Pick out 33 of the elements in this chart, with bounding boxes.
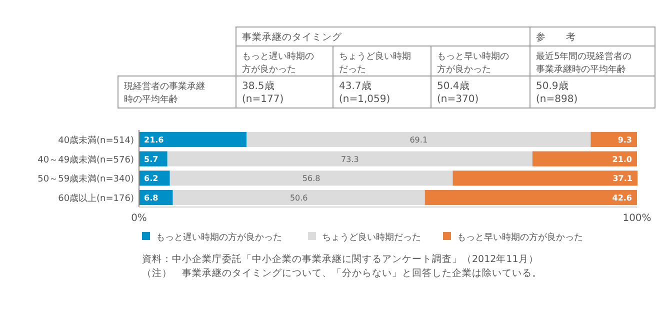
bar bbox=[452, 170, 638, 186]
y-tick-label: 40歳未満(n=514) bbox=[58, 134, 134, 146]
legend-label: ちょうど良い時期だった bbox=[322, 232, 421, 243]
bar bbox=[424, 190, 637, 206]
legend-label: もっと早い時期の方が良かった bbox=[457, 232, 583, 243]
data-label: 21.6 bbox=[144, 135, 164, 144]
x-tick-label: 100% bbox=[622, 213, 652, 224]
y-tick-label: 60歳以上(n=176) bbox=[58, 193, 134, 204]
bar bbox=[139, 132, 247, 148]
data-label: 73.3 bbox=[340, 154, 359, 164]
data-label: 69.1 bbox=[410, 135, 428, 144]
data-label: 5.7 bbox=[144, 154, 158, 164]
data-label: 56.8 bbox=[302, 174, 320, 184]
data-label: 37.1 bbox=[612, 174, 633, 184]
bar bbox=[590, 132, 637, 148]
bar bbox=[167, 151, 532, 166]
table-grid: 事業承継のタイミング 参 考 もっと遅い時期の方が良かった ちょうど良い時期だった もっと早い時期の方が良かった 最近5年間の現経営者の事業承継時の平均年齢 現経営者の事業承継時の平均年齢 38.5歳 (n=177) 43.7歳 (n=1,059) 50.4歳 (n=370) 50.9歳 (n=898) bbox=[118, 26, 656, 108]
data-label: 50.6 bbox=[290, 194, 308, 203]
x-tick-label: 0% bbox=[131, 213, 147, 224]
bar bbox=[246, 132, 591, 148]
legend-label: もっと遅い時期の方が良かった bbox=[156, 232, 282, 243]
data-label: 42.6 bbox=[612, 194, 632, 203]
y-tick-label: 50～59歳未満(n=340) bbox=[38, 174, 134, 185]
data-label: 6.2 bbox=[144, 174, 158, 184]
data-label: 6.8 bbox=[144, 194, 159, 203]
text: （注） 事業承継のタイミングについて、「分からない」と回答した企業は除いている。 bbox=[142, 267, 542, 279]
bar bbox=[532, 151, 637, 166]
bar bbox=[172, 190, 425, 206]
bar bbox=[170, 170, 453, 186]
y-tick-label: 40～49歳未満(n=576) bbox=[38, 154, 134, 166]
text: 資料：中小企業庁委託「中小企業の事業承継に関するアンケート調査」（2012年11月） bbox=[142, 253, 538, 265]
data-label: 21.0 bbox=[612, 154, 632, 164]
data-label: 9.3 bbox=[618, 135, 632, 144]
